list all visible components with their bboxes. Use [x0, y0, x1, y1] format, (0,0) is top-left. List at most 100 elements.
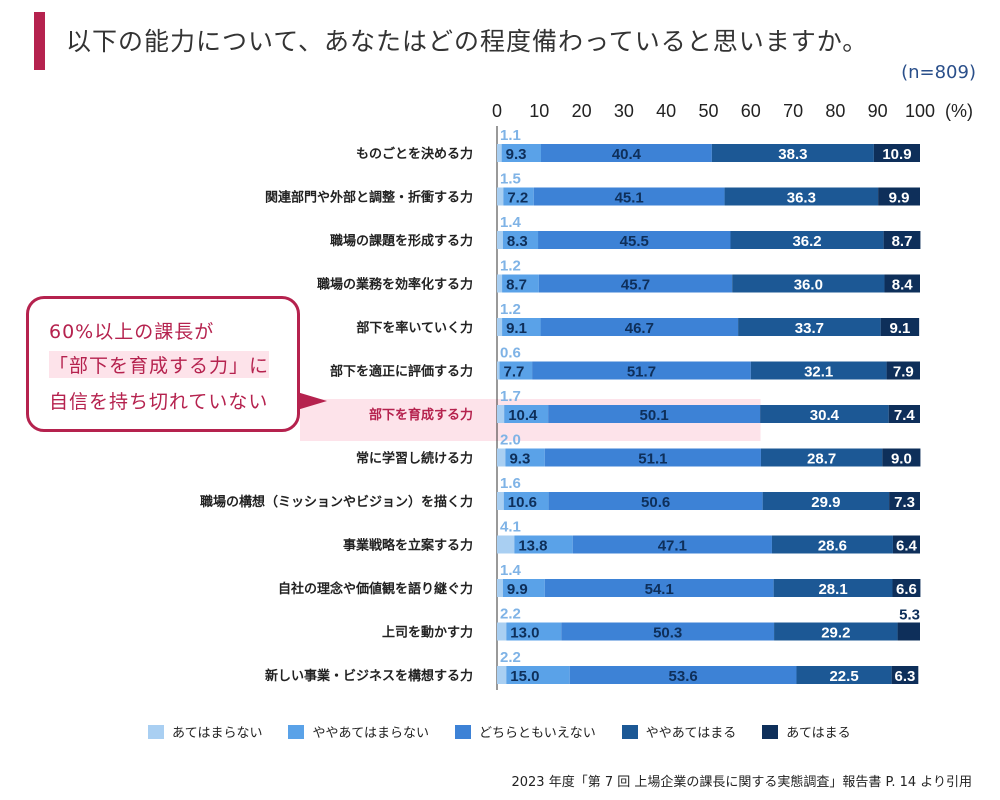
legend-item: どちらともいえない: [454, 722, 596, 741]
data-label: 38.3: [778, 146, 807, 163]
bar-segment: [502, 579, 545, 597]
data-label: 28.7: [807, 451, 836, 468]
bar-segment: [497, 144, 502, 162]
x-tick-label: 100: [905, 101, 935, 121]
category-label: 部下を育成する力: [369, 407, 473, 423]
legend-item: あてはまる: [762, 722, 851, 741]
x-tick-label: 0: [492, 101, 502, 121]
data-label: 9.1: [889, 320, 910, 337]
bar-segment: [497, 274, 503, 293]
bar-segment: [738, 318, 881, 336]
bar-segment: [497, 666, 507, 684]
data-label: 1.5: [500, 171, 521, 188]
bar-segment: [499, 361, 533, 380]
bar-segment: [561, 622, 775, 641]
bar-segment: [497, 448, 506, 467]
data-label: 36.3: [787, 190, 816, 207]
bar-segment: [497, 492, 504, 510]
bar-segment: [750, 361, 887, 380]
data-label: 33.7: [795, 320, 824, 337]
data-label: 9.0: [891, 451, 912, 468]
data-label: 8.4: [892, 277, 914, 294]
data-label: 28.1: [818, 581, 847, 598]
category-label: 上司を動かす力: [382, 625, 473, 641]
bar-segment: [892, 535, 920, 554]
data-label: 8.7: [892, 233, 913, 250]
bar-segment: [548, 405, 761, 423]
callout-line-1: 60%以上の課長が: [49, 321, 215, 343]
bar-segment: [497, 622, 507, 641]
data-label: 50.3: [653, 625, 682, 642]
bar-segment: [724, 187, 879, 206]
bar-segment: [538, 231, 731, 249]
legend-item: あてはまらない: [148, 722, 262, 741]
legend-item: ややあてはまる: [621, 722, 736, 741]
category-label: 職場の業務を効率化する力: [317, 277, 473, 293]
bar-segment: [497, 535, 515, 554]
data-label: 15.0: [510, 668, 539, 685]
legend-swatch: [762, 724, 779, 739]
x-tick-label: 70: [783, 101, 803, 121]
data-label: 36.2: [792, 233, 821, 250]
data-label: 9.3: [509, 451, 530, 468]
bar-segment: [497, 187, 504, 206]
bar-segment: [888, 405, 920, 423]
bar-segment: [497, 405, 505, 423]
data-label: 2.0: [500, 432, 521, 449]
legend-label: あてはまらない: [172, 726, 263, 741]
bar-segment: [497, 318, 503, 336]
data-label: 1.4: [500, 214, 522, 231]
data-label: 9.3: [506, 146, 527, 163]
data-label: 7.3: [894, 494, 915, 511]
bar-segment: [503, 492, 549, 510]
title-accent-bar: [34, 12, 45, 70]
data-label: 7.4: [894, 407, 916, 424]
data-label: 29.9: [811, 494, 840, 511]
callout-box: 60%以上の課長が 「部下を育成する力」に 自信を持ち切れていない: [26, 296, 300, 432]
category-label: 職場の構想（ミッションやビジョン）を描く力: [200, 494, 473, 510]
chart-title: 以下の能力について、あなたはどの程度備わっていると思いますか。: [66, 27, 869, 56]
data-label: 9.9: [507, 581, 528, 598]
bar-segment: [762, 492, 890, 510]
data-label: 28.6: [818, 538, 847, 555]
bar-segment: [514, 535, 573, 554]
bar-segment: [544, 448, 761, 467]
category-label: 職場の課題を形成する力: [330, 233, 473, 249]
callout-pointer: [297, 392, 327, 410]
legend-swatch: [621, 724, 638, 739]
bar-segment: [501, 144, 541, 162]
bar-segment: [502, 318, 541, 336]
stacked-bar-chart: 0 10 20 30 40 50 60 70 80 90 100 (%) ものごとを決める力 1.1 9.3…: [200, 101, 973, 690]
data-label: 6.4: [896, 538, 918, 555]
bar-segment: [883, 231, 921, 249]
bar-segment: [880, 318, 920, 336]
bar-segment: [540, 144, 712, 162]
bar-segment: [774, 622, 898, 641]
legend: あてはまらない ややあてはまらない どちらともいえない ややあてはまる あてはま…: [148, 722, 851, 741]
sample-size-label: (n=809): [901, 62, 976, 83]
data-label: 8.7: [506, 277, 527, 294]
bar-segment: [497, 361, 500, 380]
x-axis-unit: (%): [945, 101, 973, 121]
bar-segment: [532, 361, 751, 380]
x-tick-label: 20: [572, 101, 592, 121]
data-label: 46.7: [625, 320, 654, 337]
data-label: 9.1: [506, 320, 527, 337]
category-label: 部下を適正に評価する力: [330, 364, 473, 380]
data-label: 9.9: [889, 190, 910, 207]
bar-segment: [505, 448, 545, 467]
bar-segment: [897, 622, 920, 641]
data-label: 10.9: [882, 146, 911, 163]
category-label: 部下を率いていく力: [356, 320, 473, 336]
data-label: 2.2: [500, 649, 521, 666]
x-tick-label: 80: [825, 101, 845, 121]
bar-segment: [878, 187, 920, 206]
bar-segment: [503, 187, 534, 206]
bar-segment: [773, 579, 893, 597]
data-label: 10.6: [508, 494, 537, 511]
data-label: 53.6: [669, 668, 698, 685]
x-tick-label: 10: [529, 101, 549, 121]
category-label: 自社の理念や価値観を語り継ぐ力: [278, 581, 473, 597]
legend-swatch: [148, 724, 164, 739]
legend-swatch: [454, 724, 471, 739]
